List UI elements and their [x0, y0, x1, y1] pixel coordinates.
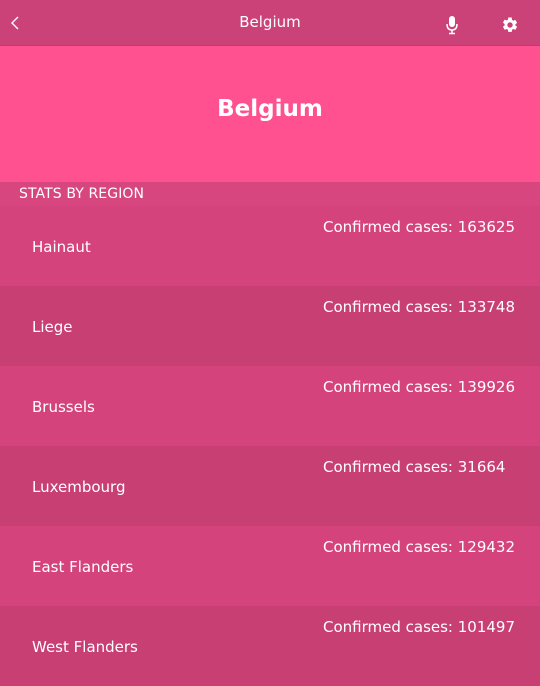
microphone-icon [446, 16, 458, 35]
region-row-brussels[interactable]: Confirmed cases: 139926 Brussels [0, 366, 540, 446]
region-name: West Flanders [32, 638, 138, 656]
region-name: Hainaut [32, 238, 91, 256]
section-header: STATS BY REGION [0, 182, 540, 206]
region-name: Luxembourg [32, 478, 126, 496]
region-row-west-flanders[interactable]: Confirmed cases: 101497 West Flanders [0, 606, 540, 686]
confirmed-cases: Confirmed cases: 129432 [323, 538, 516, 556]
region-name: East Flanders [32, 558, 134, 576]
confirmed-cases: Confirmed cases: 163625 [323, 218, 516, 236]
confirmed-cases: Confirmed cases: 139926 [323, 378, 516, 396]
region-name: Brussels [32, 398, 95, 416]
region-row-hainaut[interactable]: Confirmed cases: 163625 Hainaut [0, 206, 540, 286]
region-row-east-flanders[interactable]: Confirmed cases: 129432 East Flanders [0, 526, 540, 606]
top-app-bar: Belgium [0, 0, 540, 46]
back-button[interactable] [4, 12, 26, 34]
region-row-luxembourg[interactable]: Confirmed cases: 31664 Luxembourg [0, 446, 540, 526]
region-row-liege[interactable]: Confirmed cases: 133748 Liege [0, 286, 540, 366]
voice-search-button[interactable] [442, 14, 462, 36]
region-name: Liege [32, 318, 73, 336]
country-title: Belgium [217, 96, 323, 122]
section-label: STATS BY REGION [19, 186, 145, 202]
gear-icon [502, 17, 518, 32]
settings-button[interactable] [499, 14, 521, 36]
confirmed-cases: Confirmed cases: 101497 [323, 618, 516, 636]
confirmed-cases: Confirmed cases: 31664 [323, 458, 506, 476]
country-hero-banner: Belgium [0, 46, 540, 182]
confirmed-cases: Confirmed cases: 133748 [323, 298, 516, 316]
chevron-left-icon [11, 16, 19, 30]
region-list: Confirmed cases: 163625 Hainaut Confirme… [0, 206, 540, 686]
